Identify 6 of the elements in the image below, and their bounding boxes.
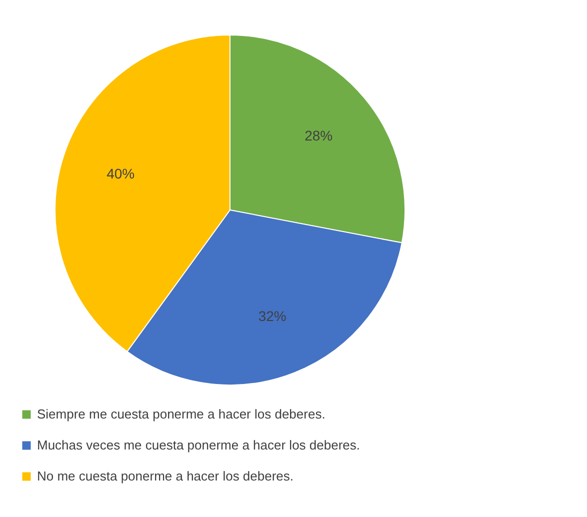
legend-label: Siempre me cuesta ponerme a hacer los deberes.	[37, 406, 326, 422]
legend-label: Muchas veces me cuesta ponerme a hacer los deberes.	[37, 438, 360, 452]
data-label: 32%	[258, 308, 286, 324]
data-label: 28%	[304, 128, 333, 144]
data-label: 40%	[106, 165, 135, 182]
legend-label: No me cuesta ponerme a hacer los deberes.	[37, 468, 294, 484]
